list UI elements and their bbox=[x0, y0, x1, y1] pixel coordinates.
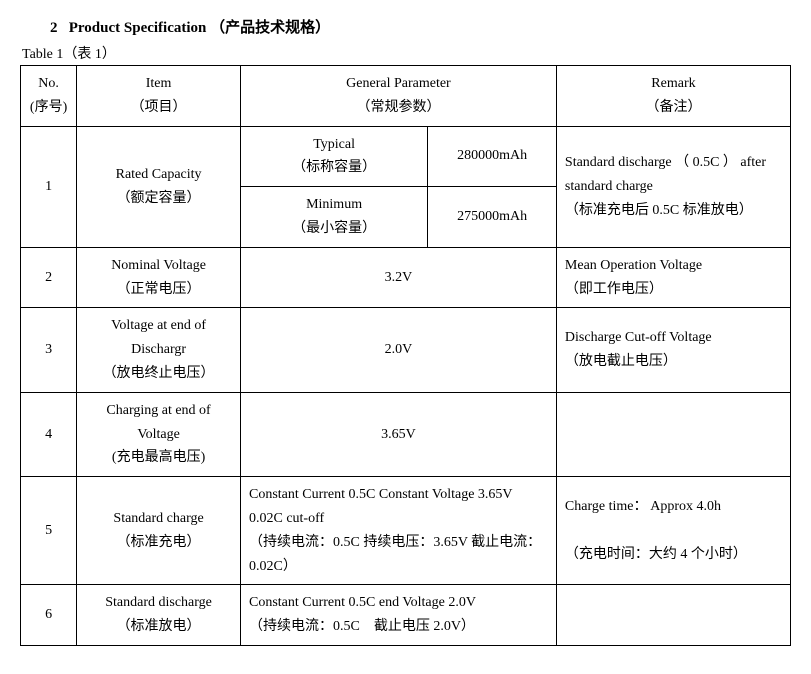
cell-typical-label: Typical （标称容量） bbox=[240, 126, 427, 187]
cell-no: 6 bbox=[21, 585, 77, 646]
cell-typical-value: 280000mAh bbox=[428, 126, 557, 187]
table-row: 3 Voltage at end of Dischargr （放电终止电压） 2… bbox=[21, 308, 791, 392]
cell-remark: Standard discharge （ 0.5C ） after standa… bbox=[556, 126, 790, 247]
cell-item: Charging at end of Voltage (充电最高电压) bbox=[77, 392, 241, 476]
cell-no: 2 bbox=[21, 247, 77, 308]
cell-remark: Discharge Cut-off Voltage （放电截止电压） bbox=[556, 308, 790, 392]
cell-item: Standard charge （标准充电） bbox=[77, 477, 241, 585]
cell-param: 3.2V bbox=[240, 247, 556, 308]
cell-remark: Mean Operation Voltage （即工作电压） bbox=[556, 247, 790, 308]
cell-item: Standard discharge （标准放电） bbox=[77, 585, 241, 646]
heading-number: 2 bbox=[50, 20, 58, 36]
cell-no: 5 bbox=[21, 477, 77, 585]
cell-min-label: Minimum （最小容量） bbox=[240, 187, 427, 248]
table-row: 2 Nominal Voltage （正常电压） 3.2V Mean Opera… bbox=[21, 247, 791, 308]
cell-item: Nominal Voltage （正常电压） bbox=[77, 247, 241, 308]
header-item: Item （项目） bbox=[77, 66, 241, 127]
table-header-row: No. (序号) Item （项目） General Parameter （常规… bbox=[21, 66, 791, 127]
table-row: 4 Charging at end of Voltage (充电最高电压) 3.… bbox=[21, 392, 791, 476]
cell-remark: Charge time： Approx 4.0h （充电时间：大约 4 个小时） bbox=[556, 477, 790, 585]
cell-param: 3.65V bbox=[240, 392, 556, 476]
cell-item: Voltage at end of Dischargr （放电终止电压） bbox=[77, 308, 241, 392]
table-row: 1 Rated Capacity （额定容量） Typical （标称容量） 2… bbox=[21, 126, 791, 187]
cell-no: 1 bbox=[21, 126, 77, 247]
cell-param: Constant Current 0.5C end Voltage 2.0V （… bbox=[240, 585, 556, 646]
cell-no: 4 bbox=[21, 392, 77, 476]
heading-title-zh: （产品技术规格） bbox=[210, 20, 330, 36]
heading-title-en: Product Specification bbox=[69, 20, 207, 36]
spec-table: No. (序号) Item （项目） General Parameter （常规… bbox=[20, 65, 791, 646]
cell-param: 2.0V bbox=[240, 308, 556, 392]
table-caption: Table 1（表 1） bbox=[22, 43, 791, 63]
table-row: 6 Standard discharge （标准放电） Constant Cur… bbox=[21, 585, 791, 646]
cell-min-value: 275000mAh bbox=[428, 187, 557, 248]
header-param: General Parameter （常规参数） bbox=[240, 66, 556, 127]
cell-param: Constant Current 0.5C Constant Voltage 3… bbox=[240, 477, 556, 585]
cell-no: 3 bbox=[21, 308, 77, 392]
header-remark: Remark （备注） bbox=[556, 66, 790, 127]
header-no: No. (序号) bbox=[21, 66, 77, 127]
cell-remark bbox=[556, 392, 790, 476]
section-heading: 2 Product Specification （产品技术规格） bbox=[50, 16, 791, 37]
cell-item: Rated Capacity （额定容量） bbox=[77, 126, 241, 247]
cell-remark bbox=[556, 585, 790, 646]
table-row: 5 Standard charge （标准充电） Constant Curren… bbox=[21, 477, 791, 585]
